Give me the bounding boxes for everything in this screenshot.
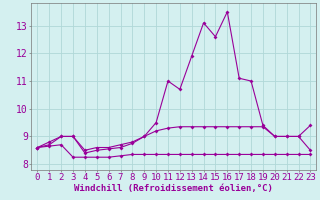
X-axis label: Windchill (Refroidissement éolien,°C): Windchill (Refroidissement éolien,°C) <box>75 184 273 193</box>
